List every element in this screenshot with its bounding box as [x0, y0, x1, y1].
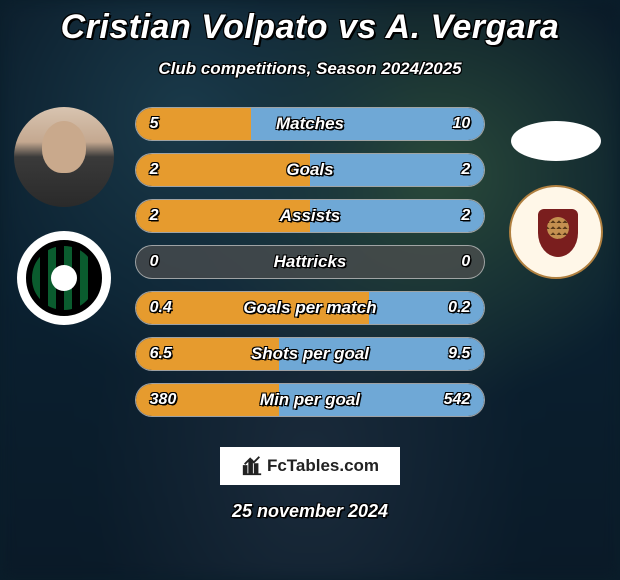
- stat-row: 2 Assists 2: [135, 199, 486, 233]
- stat-value-left: 2: [150, 207, 159, 225]
- stat-value-right: 2: [461, 161, 470, 179]
- bar-right: [310, 154, 484, 186]
- stat-value-left: 0.4: [150, 299, 172, 317]
- stat-value-left: 5: [150, 115, 159, 133]
- right-player-column: [501, 107, 610, 279]
- stat-value-left: 0: [150, 253, 159, 271]
- stat-value-right: 0: [461, 253, 470, 271]
- stat-value-right: 542: [444, 391, 471, 409]
- stat-value-right: 2: [461, 207, 470, 225]
- stat-label: Matches: [276, 114, 344, 134]
- stat-row: 6.5 Shots per goal 9.5: [135, 337, 486, 371]
- club-logo-reggiana: [509, 185, 603, 279]
- stat-row: 5 Matches 10: [135, 107, 486, 141]
- bar-left: [136, 154, 310, 186]
- page-subtitle: Club competitions, Season 2024/2025: [0, 59, 620, 79]
- stats-bars: 5 Matches 10 2 Goals 2 2 Assists 2 0 Hattricks 0 0.4…: [135, 107, 486, 429]
- stat-label: Assists: [280, 206, 340, 226]
- stat-label: Hattricks: [274, 252, 347, 272]
- brand-text: FcTables.com: [267, 456, 379, 476]
- stat-value-left: 380: [150, 391, 177, 409]
- player-avatar-right-placeholder: [511, 121, 601, 161]
- stat-label: Min per goal: [260, 390, 360, 410]
- stat-value-left: 2: [150, 161, 159, 179]
- chart-icon: [241, 455, 263, 477]
- stat-row: 0.4 Goals per match 0.2: [135, 291, 486, 325]
- date-label: 25 november 2024: [0, 501, 620, 522]
- brand-prefix: Fc: [267, 456, 287, 475]
- stat-label: Shots per goal: [251, 344, 369, 364]
- brand-logo: FcTables.com: [220, 447, 400, 485]
- stat-value-right: 10: [453, 115, 471, 133]
- brand-suffix: Tables.com: [287, 456, 379, 475]
- stat-row: 380 Min per goal 542: [135, 383, 486, 417]
- club-logo-sassuolo: [17, 231, 111, 325]
- stat-value-right: 9.5: [448, 345, 470, 363]
- left-player-column: [10, 107, 119, 325]
- stat-label: Goals per match: [243, 298, 376, 318]
- page-title: Cristian Volpato vs A. Vergara: [0, 8, 620, 47]
- stat-value-right: 0.2: [448, 299, 470, 317]
- stat-value-left: 6.5: [150, 345, 172, 363]
- comparison-card: Cristian Volpato vs A. Vergara Club comp…: [0, 0, 620, 580]
- main-row: 5 Matches 10 2 Goals 2 2 Assists 2 0 Hattricks 0 0.4…: [0, 107, 620, 429]
- stat-row: 2 Goals 2: [135, 153, 486, 187]
- stat-row: 0 Hattricks 0: [135, 245, 486, 279]
- player-avatar-left: [14, 107, 114, 207]
- stat-label: Goals: [286, 160, 333, 180]
